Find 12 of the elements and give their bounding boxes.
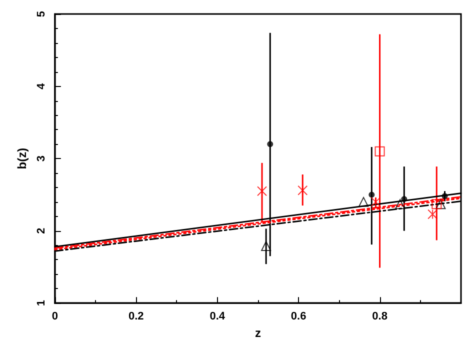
y-axis-title: b(z) <box>15 148 29 170</box>
x-tick-label: 0.2 <box>128 310 144 323</box>
y-tick-label: 4 <box>35 82 48 90</box>
y-tick-label: 3 <box>35 156 48 162</box>
x-tick-label: 0.4 <box>210 310 226 323</box>
y-tick-label: 1 <box>35 300 48 306</box>
y-tick-label: 5 <box>35 10 48 18</box>
x-axis-title: z <box>254 326 261 340</box>
x-tick-label: 0.6 <box>290 310 306 323</box>
x-tick-label: 0.8 <box>372 310 388 323</box>
y-tick-label: 2 <box>35 228 48 234</box>
x-tick-label: 0 <box>52 310 58 323</box>
